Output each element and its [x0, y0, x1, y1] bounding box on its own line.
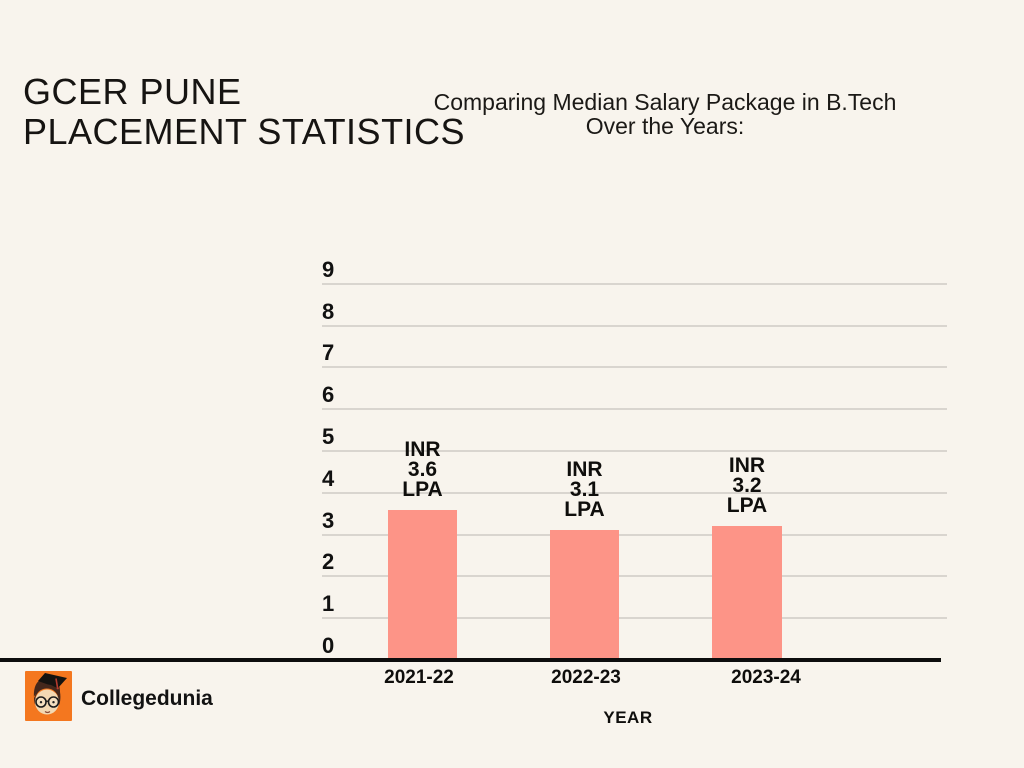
- bar: [388, 509, 457, 660]
- y-axis-tick: 9: [322, 256, 335, 282]
- x-axis-tick: 2022-23: [551, 667, 621, 688]
- y-axis-tick: 1: [322, 591, 335, 617]
- bar: [712, 526, 782, 660]
- y-axis-tick: 8: [322, 298, 335, 324]
- brand-name: Collegedunia: [81, 687, 213, 710]
- collegedunia-logo: [25, 671, 72, 721]
- y-axis-tick: 5: [322, 424, 335, 449]
- gridline: [322, 575, 947, 578]
- x-axis-baseline: [0, 658, 941, 662]
- gridline: [322, 366, 947, 369]
- y-axis-tick: 0: [322, 633, 335, 658]
- gridline: [322, 408, 947, 411]
- bar: [550, 530, 619, 660]
- x-axis-tick: 2023-24: [731, 667, 801, 688]
- graduate-face-icon: [33, 673, 67, 715]
- x-axis-title: YEAR: [603, 708, 653, 727]
- bar-value-label: INR 3.6 LPA: [402, 437, 443, 501]
- gridline: [322, 617, 947, 620]
- page-title: GCER PUNE PLACEMENT STATISTICS: [23, 71, 466, 152]
- bar-value-label: INR 3.2 LPA: [726, 454, 768, 518]
- gridline: [322, 491, 947, 494]
- y-axis-tick: 6: [322, 382, 335, 408]
- y-axis-tick: 7: [322, 340, 335, 366]
- gridline: [322, 450, 947, 452]
- gridline: [322, 282, 947, 285]
- y-axis-tick: 4: [322, 465, 335, 491]
- chart-subtitle: Comparing Median Salary Package in B.Tec…: [433, 89, 897, 139]
- y-axis-tick: 3: [322, 507, 335, 533]
- y-axis-tick: 2: [322, 549, 335, 575]
- gridline: [322, 324, 947, 327]
- x-axis-tick: 2021-22: [384, 667, 454, 688]
- bar-value-label: INR 3.1 LPA: [564, 458, 605, 522]
- gridline: [322, 533, 947, 536]
